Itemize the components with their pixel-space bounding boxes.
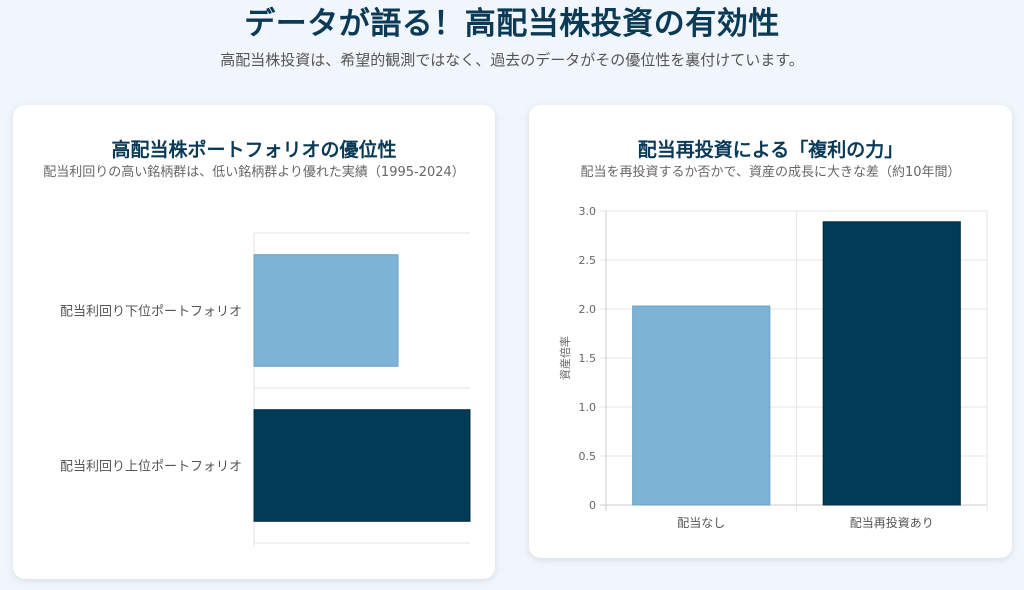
y-tick-label-4: 2.0 — [579, 303, 597, 316]
y-axis-title: 資産倍率 — [558, 336, 572, 380]
y-tick-label-6: 3.0 — [579, 205, 597, 218]
category-label-1: 配当利回り下位ポートフォリオ — [60, 305, 242, 320]
page-header: データが語る！高配当株投資の有効性 高配当株投資は、希望的観測ではなく、過去のデ… — [0, 0, 1024, 70]
category-label-2: 配当利回り上位ポートフォリオ — [60, 460, 242, 475]
bar-2 — [253, 409, 471, 522]
bar-1 — [632, 305, 771, 506]
bar-2 — [822, 221, 961, 506]
card2-title: 配当再投資による「複利の力」 — [637, 139, 904, 161]
y-tick-label-1: 0.5 — [579, 450, 597, 463]
x-category-label-2: 配当再投資あり — [850, 515, 934, 530]
y-tick-label-2: 1.0 — [579, 401, 597, 414]
bar-1 — [253, 254, 399, 367]
card2-subtitle: 配当を再投資するか否かで、資産の成長に大きな差（約10年間） — [580, 165, 961, 180]
reinvestment-bar-chart: 0 0.5 1.0 1.5 2.0 2.5 3.0 配当なし 配当再投資あり 資産倍率 — [558, 205, 988, 530]
y-tick-label-0: 0 — [589, 499, 596, 512]
reinvestment-card: 配当再投資による「複利の力」 配当を再投資するか否かで、資産の成長に大きな差（約… — [529, 105, 1012, 558]
page-subtitle: 高配当株投資は、希望的観測ではなく、過去のデータがその優位性を裏付けています。 — [220, 51, 804, 69]
card1-subtitle: 配当利回りの高い銘柄群は、低い銘柄群より優れた実績（1995-2024） — [43, 165, 465, 180]
card1-title: 高配当株ポートフォリオの優位性 — [111, 139, 397, 161]
page-title: データが語る！高配当株投資の有効性 — [244, 6, 780, 42]
y-tick-label-5: 2.5 — [579, 254, 597, 267]
y-tick-label-3: 1.5 — [579, 352, 597, 365]
high-dividend-card: 高配当株ポートフォリオの優位性 配当利回りの高い銘柄群は、低い銘柄群より優れた実… — [13, 105, 495, 579]
x-category-label-1: 配当なし — [677, 516, 725, 530]
